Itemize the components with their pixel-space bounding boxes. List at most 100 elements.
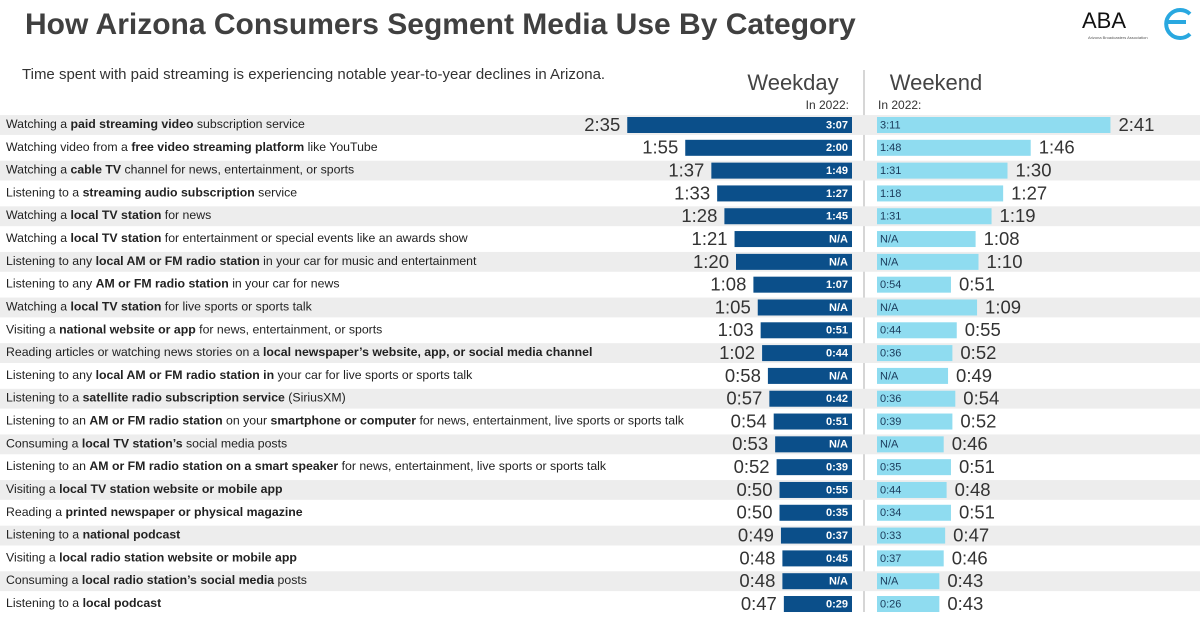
weekday-bar	[760, 322, 852, 339]
value-label: 1:05	[715, 296, 751, 317]
weekday-bar	[775, 436, 852, 453]
category-part: local TV station website or mobile app	[59, 482, 282, 496]
weekend-bar	[877, 162, 1008, 179]
weekend-bar	[877, 208, 992, 225]
weekend-bar	[877, 367, 949, 384]
category-part: local radio station website or mobile ap…	[59, 551, 297, 565]
prior-label: 0:55	[826, 484, 848, 496]
category-part: Listening to a	[6, 596, 83, 610]
category-label: Reading articles or watching news storie…	[6, 345, 592, 359]
category-label: Consuming a local radio station’s social…	[6, 573, 307, 587]
value-label: 1:10	[987, 251, 1023, 272]
category-part: printed newspaper or physical magazine	[65, 505, 302, 519]
value-label: 0:52	[734, 456, 770, 477]
category-part: Watching a	[6, 208, 70, 222]
prior-label: 0:42	[826, 393, 848, 405]
category-part: streaming audio subscription	[83, 186, 255, 200]
weekend-bar	[877, 231, 976, 248]
value-label: 0:48	[739, 570, 775, 591]
weekend-bar	[877, 322, 957, 339]
prior-label: N/A	[829, 370, 848, 382]
value-label: 0:52	[960, 342, 996, 363]
prior-label: 0:36	[880, 393, 901, 405]
category-part: Watching a	[6, 300, 70, 314]
prior-label: 0:44	[880, 484, 901, 496]
weekend-bar	[877, 345, 953, 362]
category-part: local podcast	[83, 596, 162, 610]
value-label: 2:35	[584, 114, 620, 135]
weekend-bar	[877, 117, 1111, 133]
prior-label: 1:31	[880, 211, 901, 223]
category-part: for news	[161, 208, 211, 222]
subtitle: Time spent with paid streaming is experi…	[22, 66, 605, 83]
weekday-bar	[779, 481, 852, 498]
category-part: AM or FM radio station	[96, 277, 229, 291]
weekend-bar	[877, 527, 946, 544]
value-label: 0:51	[959, 274, 995, 295]
value-label: 0:58	[725, 365, 761, 386]
prior-label: 0:51	[826, 416, 848, 428]
category-part: local radio station’s social media	[82, 573, 274, 587]
value-label: 0:50	[736, 502, 772, 523]
value-label: 1:27	[1011, 182, 1047, 203]
prior-label: 0:39	[880, 416, 901, 428]
category-label: Listening to a local podcast	[6, 596, 161, 610]
value-label: 0:43	[947, 570, 983, 591]
weekday-bar	[767, 367, 852, 384]
prior-label: 0:37	[880, 553, 901, 565]
category-label: Listening to any AM or FM radio station …	[6, 277, 340, 291]
prior-label: 1:07	[826, 279, 848, 291]
weekend-bar	[877, 390, 956, 407]
weekday-bar	[783, 596, 852, 613]
prior-label: 0:26	[880, 598, 901, 610]
weekend-bar	[877, 185, 1004, 202]
logo-caption: Arizona Broadcasters Association	[1088, 35, 1148, 40]
value-label: 0:52	[960, 410, 996, 431]
prior-label: 1:48	[880, 142, 901, 154]
category-part: Consuming a	[6, 573, 82, 587]
category-part: Reading articles or watching news storie…	[6, 345, 263, 359]
category-label: Watching a local TV station for entertai…	[6, 231, 468, 245]
prior-label: N/A	[880, 233, 899, 245]
category-part: cable TV	[70, 163, 121, 177]
value-label: 1:37	[668, 160, 704, 181]
category-part: Listening to an	[6, 459, 89, 473]
value-label: 1:21	[692, 228, 728, 249]
category-part: local TV station	[70, 208, 161, 222]
category-label: Visiting a national website or app for n…	[6, 323, 382, 337]
value-label: 0:55	[965, 319, 1001, 340]
value-label: 1:55	[642, 137, 678, 158]
prior-label: 0:35	[880, 462, 901, 474]
weekday-bar	[753, 276, 852, 293]
value-label: 1:20	[693, 251, 729, 272]
category-part: national podcast	[83, 528, 181, 542]
category-part: on your	[223, 414, 271, 428]
weekday-bar	[780, 527, 852, 544]
category-part: in your car for music and entertainment	[260, 254, 477, 268]
weekday-bar	[769, 390, 852, 407]
category-part: paid streaming video	[70, 117, 193, 131]
prior-label: 3:07	[826, 119, 848, 131]
weekend-bar	[877, 299, 978, 316]
weekend-bar	[877, 481, 947, 498]
weekend-bar	[877, 459, 951, 476]
category-label: Listening to any local AM or FM radio st…	[6, 368, 473, 382]
value-label: 0:50	[736, 479, 772, 500]
value-label: 1:08	[710, 274, 746, 295]
prior-header: In 2022:	[806, 98, 849, 112]
category-part: Listening to an	[6, 414, 89, 428]
value-label: 1:08	[984, 228, 1020, 249]
category-part: Watching a	[6, 231, 70, 245]
weekend-bar	[877, 504, 951, 521]
weekend-bar	[877, 276, 951, 293]
value-label: 0:47	[953, 524, 989, 545]
category-label: Listening to a national podcast	[6, 528, 180, 542]
prior-label: N/A	[829, 576, 848, 588]
prior-label: 1:45	[826, 211, 848, 223]
category-part: AM or FM radio station	[89, 414, 222, 428]
value-label: 1:33	[674, 182, 710, 203]
prior-label: 1:18	[880, 188, 901, 200]
value-label: 0:43	[947, 593, 983, 614]
prior-label: N/A	[880, 302, 899, 314]
weekday-bar	[779, 504, 852, 521]
